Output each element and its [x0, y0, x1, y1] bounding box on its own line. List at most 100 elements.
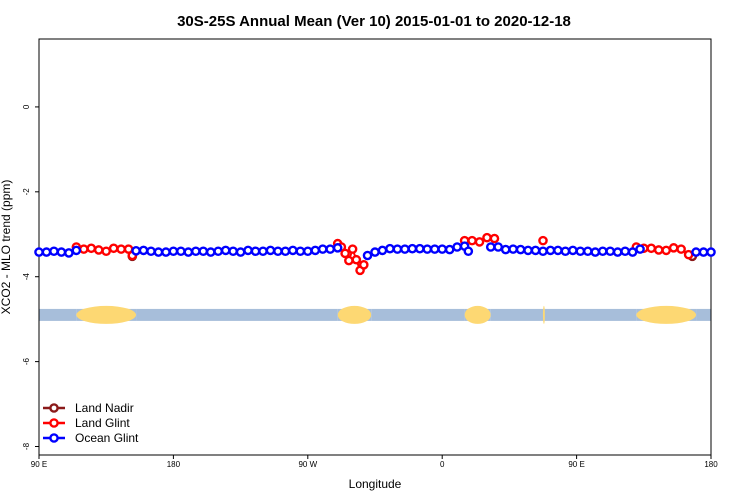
data-point-ocean-glint [41, 247, 52, 257]
data-point-ocean-glint [597, 246, 608, 257]
x-axis-label: Longitude [349, 477, 402, 491]
data-point-ocean-glint [295, 246, 306, 257]
data-point-land-glint [467, 235, 477, 246]
data-point-ocean-glint [273, 246, 283, 257]
data-point-ocean-glint [385, 243, 395, 254]
data-point-ocean-glint [161, 247, 171, 257]
data-point-ocean-glint [168, 246, 179, 257]
data-point-land-glint [351, 254, 362, 265]
x-axis: 90 E 180 90 W 0 90 E 180 [31, 455, 718, 469]
land-mask-segment [636, 305, 697, 324]
data-point-ocean-glint [265, 245, 276, 256]
data-point-ocean-glint [437, 244, 448, 254]
x-tick-label: 90 W [298, 460, 317, 469]
data-point-land-glint [101, 246, 111, 257]
data-point-ocean-glint [590, 247, 601, 257]
data-point-ocean-glint [523, 245, 533, 256]
land-mask-segment [542, 305, 545, 324]
ocean-mask-segment [544, 308, 637, 321]
legend-marker-land-glint [49, 418, 59, 428]
data-point-ocean-glint [392, 244, 403, 254]
data-point-land-glint [661, 245, 672, 256]
data-point-ocean-glint [220, 245, 231, 256]
data-point-ocean-glint [635, 244, 645, 254]
chart-title: 30S-25S Annual Mean (Ver 10) 2015-01-01 … [177, 13, 571, 30]
ocean-mask-segment [490, 308, 543, 321]
data-point-ocean-glint [131, 246, 141, 256]
data-point-ocean-glint [377, 245, 388, 256]
y-tick-label: -6 [22, 358, 31, 366]
legend-label-land-glint: Land Glint [75, 416, 130, 430]
data-point-ocean-glint [288, 245, 298, 256]
land-mask-segment [76, 305, 137, 324]
data-point-ocean-glint [508, 244, 518, 254]
data-point-ocean-glint [530, 245, 541, 256]
data-point-ocean-glint [250, 246, 261, 257]
data-point-ocean-glint [332, 243, 343, 253]
data-point-ocean-glint [138, 245, 149, 256]
data-point-ocean-glint [56, 247, 67, 257]
data-point-land-glint [653, 245, 664, 255]
legend-label-ocean-glint: Ocean Glint [75, 431, 139, 445]
data-point-ocean-glint [370, 247, 380, 257]
data-point-ocean-glint [258, 246, 268, 257]
data-point-land-glint [489, 233, 500, 244]
data-point-ocean-glint [575, 246, 586, 257]
data-point-ocean-glint [515, 244, 526, 255]
data-point-ocean-glint [568, 245, 578, 256]
data-point-ocean-glint [228, 246, 238, 257]
data-point-ocean-glint [560, 246, 571, 257]
data-point-ocean-glint [493, 242, 504, 252]
data-point-ocean-glint [500, 244, 511, 255]
series-ocean-glint [34, 241, 716, 261]
land-mask-segment [464, 305, 491, 324]
y-tick-label: -4 [22, 273, 31, 281]
data-point-ocean-glint [407, 243, 418, 254]
data-point-land-glint [538, 235, 548, 246]
data-point-ocean-glint [198, 246, 209, 257]
data-point-ocean-glint [190, 246, 201, 257]
data-point-land-glint [482, 232, 492, 243]
data-point-ocean-glint [235, 247, 246, 257]
data-point-land-glint [86, 243, 97, 254]
data-point-ocean-glint [620, 246, 630, 257]
y-tick-label: -8 [22, 442, 31, 450]
data-point-ocean-glint [153, 247, 164, 257]
data-point-land-glint [79, 244, 89, 254]
data-point-ocean-glint [183, 247, 194, 257]
x-tick-label: 0 [440, 460, 445, 469]
x-tick-label: 90 E [568, 460, 584, 469]
x-tick-label: 180 [167, 460, 181, 469]
data-point-ocean-glint [452, 242, 462, 252]
legend-marker-ocean-glint [49, 433, 59, 443]
data-point-ocean-glint [325, 244, 336, 254]
data-point-ocean-glint [422, 244, 433, 254]
series-layer [34, 232, 716, 276]
data-point-ocean-glint [310, 245, 321, 256]
data-point-land-glint [683, 249, 694, 260]
y-tick-label: -2 [22, 188, 31, 196]
data-point-ocean-glint [400, 244, 410, 254]
data-point-ocean-glint [414, 243, 425, 254]
data-point-ocean-glint [444, 244, 455, 255]
ocean-mask-segment [371, 308, 465, 321]
ocean-mask-segment [39, 308, 77, 321]
ocean-mask-segment [136, 308, 338, 321]
data-point-ocean-glint [612, 247, 623, 257]
x-tick-label: 90 E [31, 460, 47, 469]
y-tick-label: 0 [22, 104, 31, 109]
data-point-ocean-glint [429, 244, 440, 254]
data-point-land-glint [340, 248, 350, 259]
land-mask-segment [337, 305, 372, 324]
data-point-ocean-glint [485, 242, 496, 252]
data-point-land-glint [358, 260, 369, 270]
data-point-ocean-glint [538, 246, 548, 257]
data-point-ocean-glint [71, 245, 82, 256]
ocean-mask-segment [696, 308, 711, 321]
data-point-ocean-glint [64, 248, 74, 258]
data-point-ocean-glint [706, 247, 716, 257]
data-point-ocean-glint [243, 245, 253, 256]
data-point-land-glint [116, 244, 126, 254]
